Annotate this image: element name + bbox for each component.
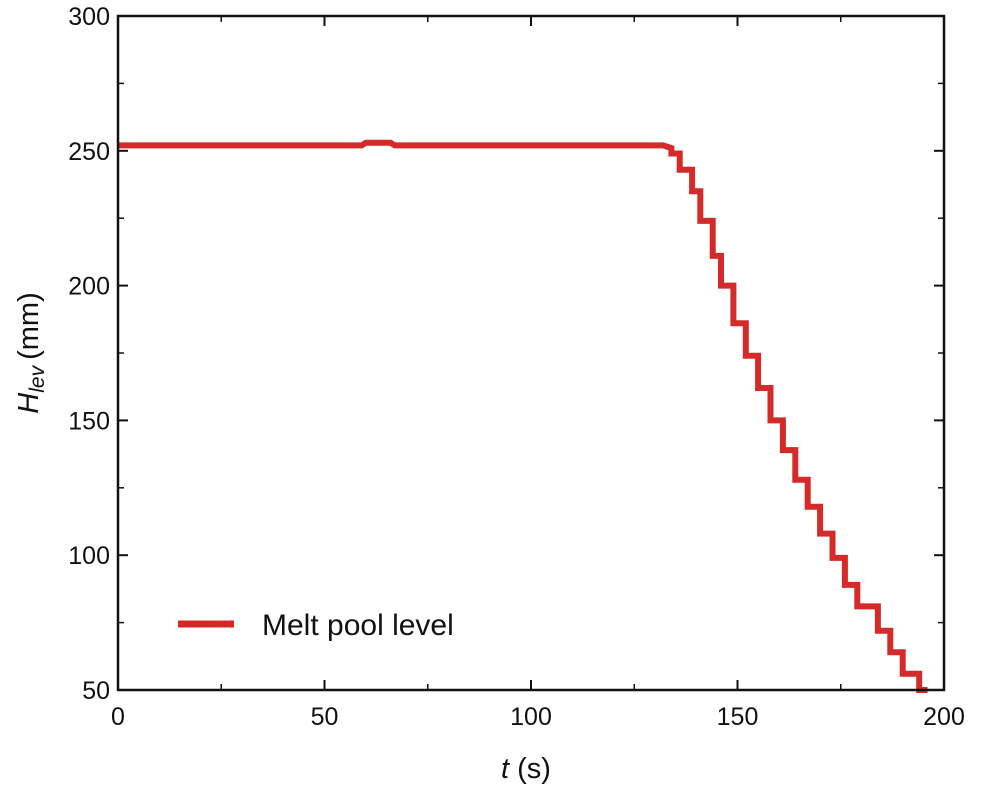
y-tick-label: 50 bbox=[82, 677, 110, 705]
y-tick-label: 150 bbox=[68, 407, 110, 435]
legend-label: Melt pool level bbox=[262, 609, 454, 642]
x-tick-label: 200 bbox=[923, 703, 965, 731]
y-tick-label: 200 bbox=[68, 273, 110, 301]
y-tick-label: 300 bbox=[68, 3, 110, 31]
x-axis-unit: (s) bbox=[517, 753, 551, 785]
x-axis-label: t (s) bbox=[501, 753, 551, 785]
series-line-0 bbox=[118, 139, 928, 693]
y-axis-variable: H bbox=[13, 393, 45, 414]
y-axis-subscript: lev bbox=[26, 364, 49, 392]
y-axis-unit: (mm) bbox=[13, 292, 45, 360]
x-tick-label: 150 bbox=[717, 703, 759, 731]
y-axis-label: Hlev (mm) bbox=[13, 292, 49, 413]
x-tick-label: 100 bbox=[510, 703, 552, 731]
x-tick-label: 50 bbox=[311, 703, 339, 731]
legend: Melt pool level bbox=[178, 609, 454, 642]
x-tick-label: 0 bbox=[111, 703, 125, 731]
series-layer bbox=[118, 139, 928, 693]
y-tick-label: 100 bbox=[68, 542, 110, 570]
axis-ticks bbox=[117, 15, 945, 691]
y-tick-label: 250 bbox=[68, 138, 110, 166]
plot-frame bbox=[116, 14, 946, 692]
x-axis-variable: t bbox=[501, 753, 511, 785]
